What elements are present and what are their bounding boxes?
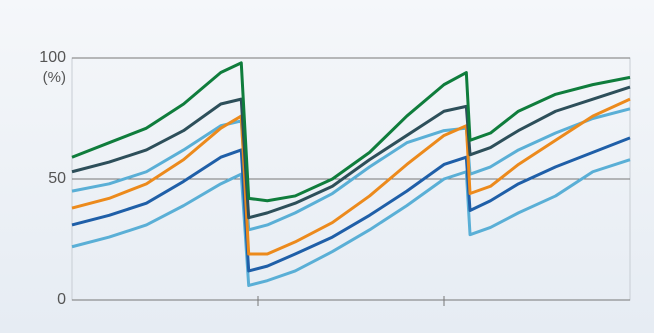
series-line (71, 85, 631, 220)
y-axis-label: (%) (43, 69, 66, 86)
series-line (71, 61, 631, 203)
series-line (71, 136, 631, 273)
y-tick-label: 100 (39, 49, 66, 66)
y-tick-label: 50 (48, 170, 66, 187)
series-line (71, 107, 631, 232)
series-line (71, 97, 631, 256)
series-line (71, 158, 631, 287)
y-tick-label: 0 (57, 291, 66, 308)
